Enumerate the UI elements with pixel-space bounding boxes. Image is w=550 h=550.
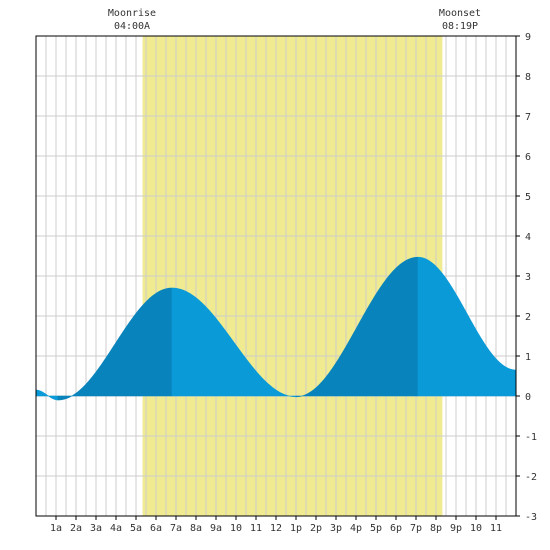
y-tick-label: -3 bbox=[525, 512, 537, 523]
x-tick-label: 3p bbox=[330, 523, 342, 534]
y-tick-label: 4 bbox=[525, 232, 531, 243]
tide-fill-falling bbox=[35, 389, 59, 401]
x-tick-label: 5p bbox=[370, 523, 382, 534]
x-tick-label: 2p bbox=[310, 523, 322, 534]
y-tick-label: 6 bbox=[525, 152, 531, 163]
x-tick-label: 2a bbox=[70, 523, 82, 534]
x-tick-label: 3a bbox=[90, 523, 102, 534]
y-tick-label: -2 bbox=[525, 472, 537, 483]
x-tick-label: 7a bbox=[170, 523, 182, 534]
moonset-title: Moonset bbox=[439, 8, 481, 19]
x-tick-label: 12 bbox=[270, 523, 282, 534]
x-tick-label: 11 bbox=[250, 523, 262, 534]
x-axis-ticks: 1a 2a 3a 4a 5a 6a 7a 8a 9a 10 11 12 1p 2p 3p 4p 5p 6p 7p 8p… bbox=[50, 516, 502, 534]
x-tick-label: 5a bbox=[130, 523, 142, 534]
tide-fill-rising bbox=[57, 287, 173, 401]
x-tick-label: 6a bbox=[150, 523, 162, 534]
tide-fill-falling bbox=[171, 287, 297, 398]
x-tick-label: 8p bbox=[430, 523, 442, 534]
y-tick-label: 3 bbox=[525, 272, 531, 283]
moonrise-time: 04:00A bbox=[114, 21, 150, 32]
tide-fill-falling bbox=[417, 256, 517, 397]
x-tick-label: 6p bbox=[390, 523, 402, 534]
y-tick-label: 1 bbox=[525, 352, 531, 363]
x-tick-label: 1p bbox=[290, 523, 302, 534]
tide-fill-rising bbox=[295, 256, 419, 398]
y-tick-label: 2 bbox=[525, 312, 531, 323]
y-tick-label: 0 bbox=[525, 392, 531, 403]
x-tick-label: 9p bbox=[450, 523, 462, 534]
y-tick-label: 8 bbox=[525, 72, 531, 83]
x-tick-label: 4p bbox=[350, 523, 362, 534]
moonrise-title: Moonrise bbox=[108, 8, 156, 19]
y-tick-label: -1 bbox=[525, 432, 537, 443]
moonset-time: 08:19P bbox=[442, 21, 478, 32]
tide-area bbox=[35, 256, 517, 401]
x-tick-label: 10 bbox=[230, 523, 242, 534]
y-axis-ticks: -3 -2 -1 0 1 2 3 4 5 6 7 8 9 bbox=[516, 32, 537, 523]
x-tick-label: 8a bbox=[190, 523, 202, 534]
y-tick-label: 9 bbox=[525, 32, 531, 43]
y-tick-label: 5 bbox=[525, 192, 531, 203]
x-tick-label: 9a bbox=[210, 523, 222, 534]
x-tick-label: 11 bbox=[490, 523, 502, 534]
y-tick-label: 7 bbox=[525, 112, 531, 123]
x-tick-label: 1a bbox=[50, 523, 62, 534]
x-tick-label: 4a bbox=[110, 523, 122, 534]
x-tick-label: 10 bbox=[470, 523, 482, 534]
x-tick-label: 7p bbox=[410, 523, 422, 534]
